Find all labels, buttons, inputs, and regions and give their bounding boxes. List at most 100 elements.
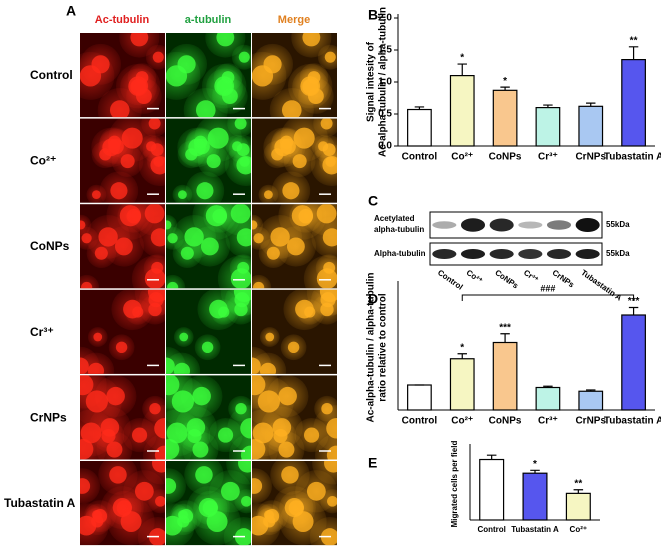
nucleus: [319, 289, 337, 303]
bar: [565, 492, 591, 521]
blot-row-label: Alpha-tubulin: [374, 249, 426, 258]
error-bar: [414, 106, 425, 110]
nucleus: [324, 461, 337, 473]
x-tick-label: CrNPs: [575, 416, 606, 427]
cell: [313, 405, 337, 452]
row-label: Tubastatin A: [4, 496, 76, 510]
nucleus: [293, 127, 315, 149]
y-tick-label: 0.0: [378, 141, 392, 152]
western-blot: Control Co²⁺ CoNPs Cr³⁺ CrNPs Tubastatin AAce…: [374, 211, 630, 303]
bar: [407, 384, 432, 411]
error-bar: [586, 389, 596, 392]
lane-label: Tubastatin A: [579, 268, 623, 303]
significance: **: [630, 35, 638, 46]
nucleus: [171, 390, 194, 413]
nucleus: [93, 332, 103, 342]
nucleus: [205, 205, 228, 227]
cell: [252, 214, 264, 236]
x-tick-label: Tubastatin A: [511, 525, 559, 534]
bar: [449, 74, 475, 147]
nucleus: [257, 390, 280, 413]
row-label: Control: [30, 68, 73, 82]
significance: **: [574, 478, 582, 489]
error-bar: [486, 454, 497, 460]
nucleus: [238, 51, 250, 63]
bar: [621, 314, 646, 411]
bar: [578, 105, 604, 147]
bar: [407, 108, 432, 147]
nucleus: [240, 417, 251, 439]
cells: [166, 33, 251, 118]
y-tick-label: 1.0: [378, 77, 392, 88]
error-bar: [573, 489, 584, 494]
cell: [80, 214, 92, 236]
cells: [86, 118, 165, 203]
nucleus: [109, 100, 130, 118]
column-header: Merge: [278, 14, 310, 26]
nucleus: [80, 220, 86, 230]
nucleus: [179, 332, 189, 342]
nucleus: [265, 332, 275, 342]
nucleus: [253, 233, 264, 244]
cells: [252, 33, 337, 118]
bar: [578, 390, 604, 411]
nucleus: [85, 390, 108, 413]
lane-label: Co²⁺: [465, 268, 485, 285]
y-axis-label: Ac-alpha-tubulin / alpha-tubulin: [366, 273, 377, 423]
bracket-label: ###: [540, 283, 555, 293]
nucleus: [196, 182, 214, 200]
band: [460, 218, 486, 232]
nucleus: [152, 461, 165, 473]
cells: [80, 461, 165, 546]
nucleus: [80, 515, 97, 536]
nucleus: [252, 65, 274, 87]
nucleus: [291, 205, 314, 227]
cell: [141, 405, 165, 452]
band: [460, 249, 486, 259]
cells: [252, 375, 337, 460]
column-header: Ac-tubulin: [95, 14, 150, 26]
nucleus: [80, 439, 94, 460]
nucleus: [233, 289, 251, 303]
nucleus: [147, 289, 165, 303]
nucleus: [121, 127, 143, 149]
significance: *: [460, 342, 464, 353]
bar: [522, 472, 548, 521]
cells: [252, 461, 337, 546]
error-bar: [500, 86, 510, 91]
nucleus: [237, 261, 250, 274]
cells: [80, 289, 165, 374]
bracket: [461, 294, 635, 301]
nucleus: [220, 481, 240, 501]
band: [518, 249, 543, 259]
cells: [252, 289, 337, 374]
x-tick-label: CoNPs: [489, 416, 522, 427]
nucleus: [323, 261, 336, 274]
bar: [492, 89, 518, 147]
significance: *: [503, 76, 507, 87]
nucleus: [238, 461, 251, 473]
nucleus: [281, 100, 302, 118]
nucleus: [325, 156, 336, 167]
error-bar: [530, 469, 540, 474]
x-tick-label: Cr³⁺: [538, 152, 558, 163]
lane-label: Cr³⁺: [522, 268, 540, 284]
nucleus: [206, 511, 228, 532]
nucleus: [166, 65, 188, 87]
nucleus: [153, 156, 164, 167]
band: [489, 218, 514, 232]
nucleus: [119, 205, 142, 227]
nucleus: [326, 417, 337, 439]
x-tick-label: CoNPs: [489, 152, 522, 163]
row-label: Cr³⁺: [30, 325, 54, 339]
cells: [166, 375, 251, 460]
column-header: a-tubulin: [185, 14, 232, 26]
error-bar: [500, 333, 510, 343]
significance: ***: [628, 296, 640, 307]
nucleus: [130, 33, 149, 47]
cells: [166, 289, 251, 374]
x-tick-label: Co²⁺: [451, 416, 473, 427]
nucleus: [130, 78, 147, 95]
nucleus: [218, 306, 230, 318]
nucleus: [195, 100, 216, 118]
